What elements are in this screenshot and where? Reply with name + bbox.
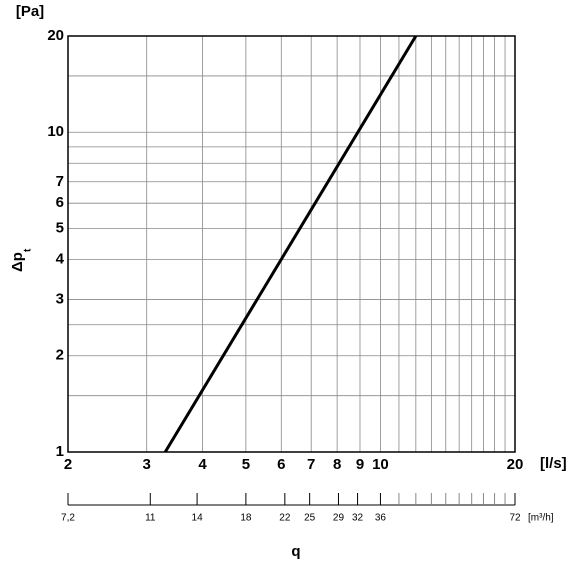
- x2-tick-label: 32: [352, 513, 364, 524]
- x2-tick-label: 25: [304, 513, 316, 524]
- line-series: [163, 35, 418, 453]
- x-tick-label: 2: [64, 456, 72, 473]
- y-label: Δp: [9, 252, 26, 272]
- y-tick-label: 6: [56, 194, 64, 211]
- x-tick-label: 8: [333, 456, 341, 473]
- x2-tick-label: 14: [192, 513, 204, 524]
- x-tick-label: 6: [277, 456, 285, 473]
- plot-frame: [67, 35, 516, 453]
- x2-tick-label: 36: [375, 513, 387, 524]
- x-label: q: [291, 543, 300, 560]
- x-tick-label: 9: [356, 456, 364, 473]
- y-tick-label: 5: [56, 219, 64, 236]
- x2-tick-label: 11: [145, 513, 156, 524]
- y-tick-label: 10: [47, 123, 64, 140]
- y-tick-label: 2: [56, 347, 64, 364]
- y-unit: [Pa]: [16, 3, 44, 20]
- x2-tick-label: 7,2: [61, 513, 75, 524]
- y-label-sub: t: [23, 248, 34, 252]
- x-tick-label: 5: [242, 456, 250, 473]
- y-label-group: Δp t: [9, 248, 34, 272]
- x2-tick-label: 29: [333, 513, 345, 524]
- y-tick-label: 4: [56, 250, 65, 267]
- y-tick-label: 7: [56, 173, 64, 190]
- x-tick-label: 3: [143, 456, 151, 473]
- x-tick-label: 4: [198, 456, 207, 473]
- x2-tick-label: 22: [279, 513, 291, 524]
- x2-tick-label: 18: [240, 513, 252, 524]
- x2-unit: [m³/h]: [528, 513, 554, 524]
- y-tick-label: 1: [56, 443, 64, 460]
- y-tick-label: 20: [47, 27, 64, 44]
- x-tick-label: 7: [307, 456, 315, 473]
- x-tick-label: 20: [507, 456, 524, 473]
- x2-tick-label: 72: [509, 513, 521, 524]
- x-unit: [l/s]: [540, 455, 567, 472]
- x-tick-label: 10: [372, 456, 389, 473]
- y-tick-label: 3: [56, 290, 64, 307]
